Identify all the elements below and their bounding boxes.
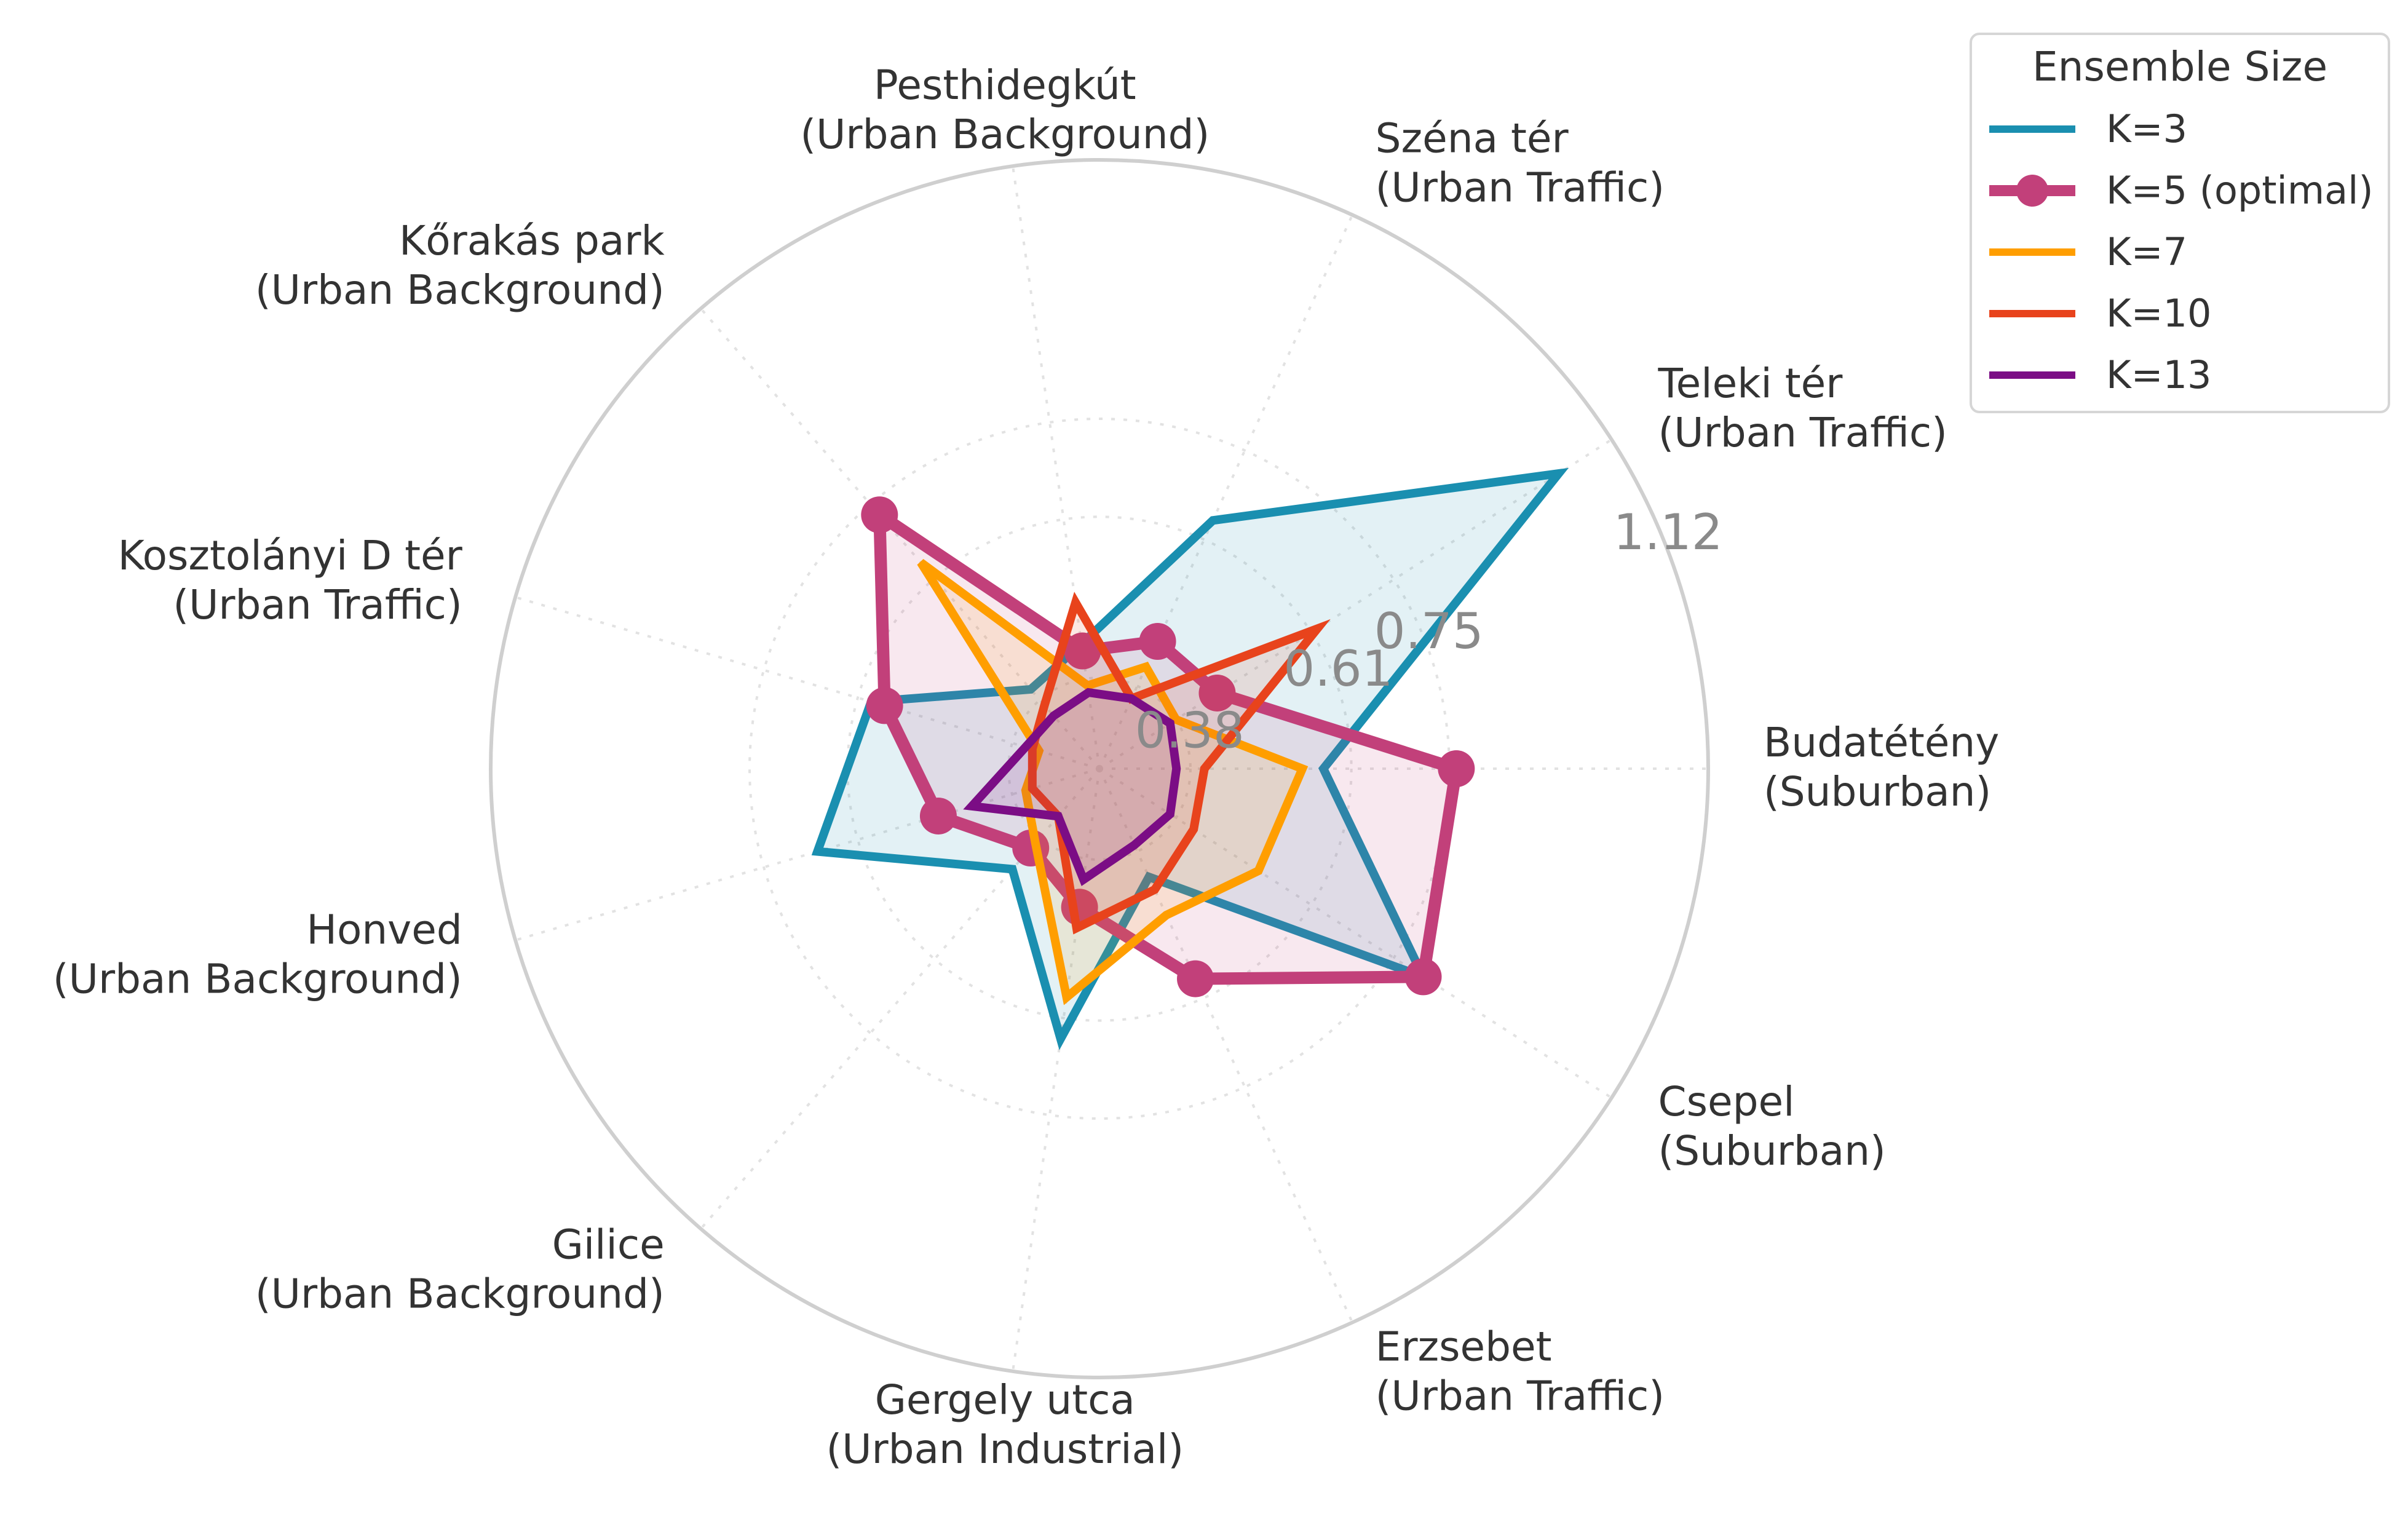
category-type: (Suburban) <box>1658 1127 1886 1175</box>
series-fill <box>921 562 1302 997</box>
radial-tick-label: 0.38 <box>1135 702 1245 759</box>
category-label: Budatétény(Suburban) <box>1764 719 1999 815</box>
category-name: Gilice <box>552 1221 665 1268</box>
category-name: Erzsebet <box>1376 1323 1552 1370</box>
data-point <box>1064 632 1101 670</box>
polar-grid <box>489 158 1710 1379</box>
radial-tick-labels: 0.38 0.610.75 1.12 <box>1135 504 1723 759</box>
spoke-line <box>1098 767 1612 1099</box>
series-layer <box>811 467 1569 1050</box>
category-label: Erzsebet(Urban Traffic) <box>1376 1323 1665 1419</box>
grid-ring-1.12 <box>489 158 1710 1379</box>
legend-entry: K=3 <box>1989 106 2187 151</box>
category-type: (Urban Traffic) <box>1376 1372 1665 1419</box>
category-name: Teleki tér <box>1658 360 1844 407</box>
series-k-13 <box>963 688 1181 886</box>
legend: Ensemble Size K=3 K=5 (optimal) K=7 K=10 K=13 <box>1970 33 2390 413</box>
spoke-line <box>1098 438 1612 770</box>
category-name: Honved <box>306 906 462 953</box>
category-label: Széna tér(Urban Traffic) <box>1376 115 1665 212</box>
spoke-line <box>515 767 1100 941</box>
data-point <box>1139 622 1176 660</box>
legend-label: K=5 (optimal) <box>2106 168 2374 213</box>
radial-tick-label: 1.12 <box>1614 504 1723 561</box>
category-name: Pesthidegkút <box>874 61 1136 109</box>
series-line <box>1028 592 1331 935</box>
category-type: (Urban Background) <box>53 955 462 1002</box>
legend-label: K=10 <box>2106 291 2212 336</box>
data-point <box>1198 674 1236 712</box>
series-k-3 <box>811 467 1569 1050</box>
category-type: (Urban Background) <box>800 111 1210 158</box>
series-line <box>811 467 1569 1050</box>
data-point <box>866 687 903 724</box>
category-label: Pesthidegkút(Urban Background) <box>800 61 1210 158</box>
category-label: Teleki tér(Urban Traffic) <box>1658 360 1947 456</box>
data-point <box>1176 960 1214 997</box>
category-type: (Urban Background) <box>255 266 665 314</box>
series-fill <box>972 692 1177 880</box>
data-point <box>919 797 957 834</box>
legend-title: Ensemble Size <box>2032 43 2327 90</box>
category-label: Gilice(Urban Background) <box>255 1221 665 1317</box>
category-name: Kőrakás park <box>399 217 665 264</box>
spoke-line <box>515 596 1100 770</box>
series-fill <box>817 474 1559 1039</box>
category-type: (Urban Traffic) <box>1376 164 1665 212</box>
legend-label: K=3 <box>2106 106 2187 151</box>
data-point <box>1404 958 1442 996</box>
legend-label: K=7 <box>2106 229 2187 274</box>
category-label: Gergely utca(Urban Industrial) <box>826 1376 1184 1473</box>
category-label: Csepel(Suburban) <box>1658 1078 1886 1175</box>
spoke-line <box>1098 214 1354 769</box>
category-label: Kosztolányi D tér(Urban Traffic) <box>118 532 463 628</box>
series-line <box>963 688 1181 886</box>
category-type: (Urban Background) <box>255 1270 665 1317</box>
category-name: Gergely utca <box>875 1376 1135 1424</box>
legend-label: K=13 <box>2106 352 2212 397</box>
spoke-line <box>1012 768 1101 1372</box>
category-name: Csepel <box>1658 1078 1795 1125</box>
category-type: (Urban Industrial) <box>826 1425 1184 1473</box>
category-label: Kőrakás park(Urban Background) <box>255 217 665 314</box>
category-labels: Budatétény(Suburban)Csepel(Suburban)Erzs… <box>53 61 1999 1473</box>
category-type: (Suburban) <box>1764 768 1991 815</box>
grid-ring-0.61 <box>846 515 1353 1022</box>
legend-entry: K=5 (optimal) <box>1989 168 2374 213</box>
category-name: Széna tér <box>1376 115 1569 162</box>
category-type: (Urban Traffic) <box>173 581 462 628</box>
category-label: Honved(Urban Background) <box>53 906 462 1002</box>
radial-tick-label: 0.61 <box>1283 640 1393 697</box>
category-name: Budatétény <box>1764 719 1999 766</box>
data-point <box>1438 750 1475 787</box>
data-point <box>861 496 898 534</box>
legend-entry: K=10 <box>1989 291 2212 336</box>
category-name: Kosztolányi D tér <box>118 532 463 579</box>
legend-marker <box>2016 175 2048 207</box>
legend-entry: K=7 <box>1989 229 2187 274</box>
series-fill <box>879 515 1457 979</box>
legend-entry: K=13 <box>1989 352 2212 397</box>
category-type: (Urban Traffic) <box>1658 409 1947 456</box>
spoke-line <box>1098 768 1354 1323</box>
radial-tick-label: 0.75 <box>1374 603 1484 660</box>
